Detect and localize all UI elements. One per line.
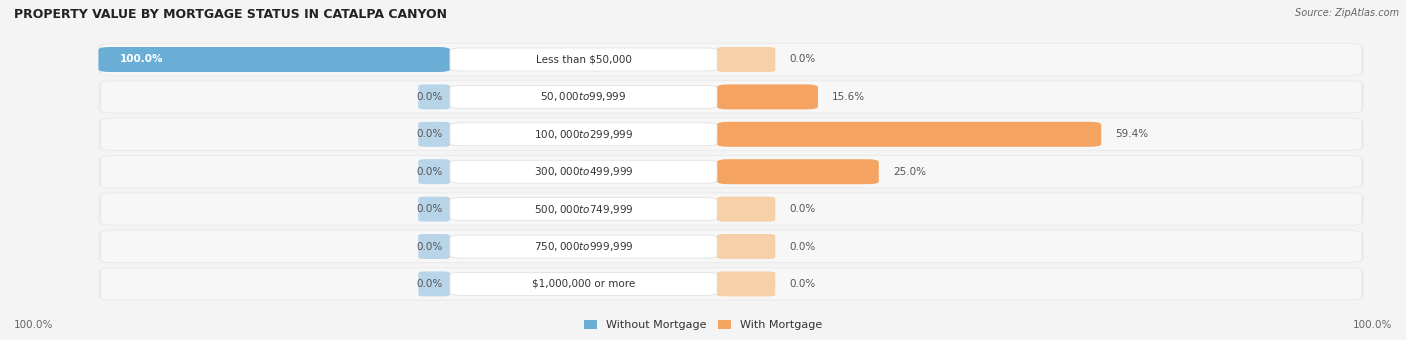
Text: 0.0%: 0.0% (416, 92, 443, 102)
Text: 0.0%: 0.0% (789, 204, 815, 214)
Text: 0.0%: 0.0% (416, 129, 443, 139)
Text: Less than $50,000: Less than $50,000 (536, 54, 631, 65)
Text: $300,000 to $499,999: $300,000 to $499,999 (534, 165, 633, 178)
Text: Source: ZipAtlas.com: Source: ZipAtlas.com (1295, 8, 1399, 18)
Legend: Without Mortgage, With Mortgage: Without Mortgage, With Mortgage (579, 315, 827, 335)
Text: 0.0%: 0.0% (416, 241, 443, 252)
Text: $50,000 to $99,999: $50,000 to $99,999 (540, 90, 627, 103)
Text: 0.0%: 0.0% (789, 279, 815, 289)
Text: 0.0%: 0.0% (416, 279, 443, 289)
Text: $500,000 to $749,999: $500,000 to $749,999 (534, 203, 633, 216)
Text: 25.0%: 25.0% (893, 167, 925, 177)
Text: $750,000 to $999,999: $750,000 to $999,999 (534, 240, 633, 253)
Text: 0.0%: 0.0% (416, 204, 443, 214)
Text: 0.0%: 0.0% (789, 241, 815, 252)
Text: 100.0%: 100.0% (14, 320, 53, 330)
Text: 15.6%: 15.6% (832, 92, 865, 102)
Text: $100,000 to $299,999: $100,000 to $299,999 (534, 128, 633, 141)
Text: 0.0%: 0.0% (416, 167, 443, 177)
Text: 100.0%: 100.0% (120, 54, 163, 65)
Text: 100.0%: 100.0% (1353, 320, 1392, 330)
Text: $1,000,000 or more: $1,000,000 or more (531, 279, 636, 289)
Text: 0.0%: 0.0% (789, 54, 815, 65)
Text: 59.4%: 59.4% (1115, 129, 1149, 139)
Text: PROPERTY VALUE BY MORTGAGE STATUS IN CATALPA CANYON: PROPERTY VALUE BY MORTGAGE STATUS IN CAT… (14, 8, 447, 21)
